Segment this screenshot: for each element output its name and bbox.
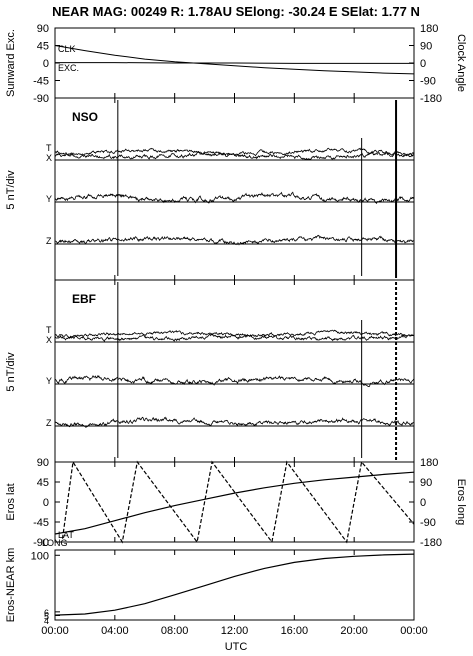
distance-frame	[54, 549, 415, 621]
nso-trace-label-z: Z	[46, 236, 52, 246]
nso-trace-y	[54, 191, 415, 205]
angles-ytick-right: 90	[420, 41, 432, 53]
eros-ytick-right: 180	[420, 457, 438, 469]
clk-label: CLK	[58, 44, 76, 54]
eros-ytick-right: -180	[420, 537, 442, 549]
nso-trace-label-t: T	[46, 143, 52, 153]
nso-trace-x	[54, 151, 415, 161]
x-axis: 00:00 04:00 08:00 12:00 16:00 20:00 00:00 UTC	[41, 625, 428, 653]
ebf-trace-label-z: Z	[46, 418, 52, 428]
figure-title: NEAR MAG: 00249 R: 1.78AU SElong: -30.24…	[52, 4, 420, 19]
eros-ytick-left: 90	[37, 457, 49, 469]
exc-label: EXC.	[58, 63, 79, 73]
long-label: LONG	[42, 538, 68, 548]
angles-ytick-left: -45	[33, 76, 49, 88]
ebf-trace-z	[54, 416, 415, 428]
distance-ylabel: Eros-NEAR km	[5, 548, 17, 623]
nso-plot: NSO XT Y Z 5 nT/div	[5, 98, 415, 280]
ebf-panel-label: EBF	[72, 292, 96, 306]
eros-ytick-right: 90	[420, 477, 432, 489]
ebf-trace-y	[54, 374, 415, 388]
distance-plot: 100 654 Eros-NEAR km	[5, 548, 415, 626]
eros-long-line	[61, 460, 415, 544]
nso-frame	[54, 97, 415, 281]
distance-ytick: 6	[44, 608, 49, 618]
x-tick-label: 16:00	[281, 625, 309, 637]
angles-ytick-left: -90	[33, 93, 49, 105]
nso-trace-label-x: X	[46, 153, 52, 163]
angles-series-0	[54, 45, 415, 75]
nso-trace-z	[54, 234, 415, 246]
x-tick-label: 08:00	[161, 625, 189, 637]
eros-ytick-left: -45	[33, 517, 49, 529]
nso-ylabel: 5 nT/div	[5, 170, 17, 210]
x-axis-label: UTC	[225, 641, 248, 653]
nso-trace-label-y: Y	[46, 194, 52, 204]
ebf-trace-label-y: Y	[46, 376, 52, 386]
distance-ytick: 5	[44, 612, 49, 622]
clock-angle-ylabel: Clock Angle	[455, 34, 467, 92]
angles-plot: 90 45 0 -45 -90 180 90 0 -90 -180 CLK EXC.	[33, 23, 442, 105]
nso-trace-t	[54, 147, 415, 157]
nso-panel-label: NSO	[72, 110, 98, 124]
angles-ytick-right: -90	[420, 76, 436, 88]
eros-ytick-left: -90	[33, 537, 49, 549]
eros-ytick-right: -90	[420, 517, 436, 529]
sunward-ylabel: Sunward Exc.	[5, 29, 17, 97]
ebf-frame	[54, 279, 415, 463]
eros-ytick-right: 0	[420, 497, 426, 509]
distance-line	[54, 553, 415, 616]
ebf-ylabel: 5 nT/div	[5, 352, 17, 392]
ebf-trace-label-x: X	[46, 335, 52, 345]
angles-ytick-left: 45	[37, 41, 49, 53]
x-tick-label: 00:00	[41, 625, 69, 637]
eros-ytick-left: 45	[37, 477, 49, 489]
angles-ytick-right: 180	[420, 23, 438, 35]
ebf-trace-label-t: T	[46, 325, 52, 335]
x-tick-label: 20:00	[340, 625, 368, 637]
ebf-trace-t	[54, 329, 415, 338]
ebf-plot: EBF XT Y Z 5 nT/div	[5, 280, 415, 462]
eros-lat-ylabel: Eros lat	[5, 483, 17, 520]
x-tick-label: 12:00	[221, 625, 249, 637]
eros-ytick-left: 0	[43, 497, 49, 509]
eros-lat-line	[54, 471, 415, 535]
angles-ytick-right: -180	[420, 93, 442, 105]
eros-long-ylabel: Eros long	[455, 479, 467, 525]
lat-label: LAT	[58, 530, 74, 540]
x-tick-label: 04:00	[101, 625, 129, 637]
angles-series-1	[55, 62, 414, 64]
angles-ytick-right: 0	[420, 58, 426, 70]
x-tick-label: 00:00	[400, 625, 428, 637]
axis-labels: Sunward Exc. Clock Angle	[5, 29, 467, 97]
eros-frame	[54, 461, 415, 543]
distance-ytick: 100	[31, 550, 49, 562]
angles-ytick-left: 0	[43, 58, 49, 70]
distance-ytick: 4	[44, 616, 49, 626]
angles-ytick-left: 90	[37, 23, 49, 35]
